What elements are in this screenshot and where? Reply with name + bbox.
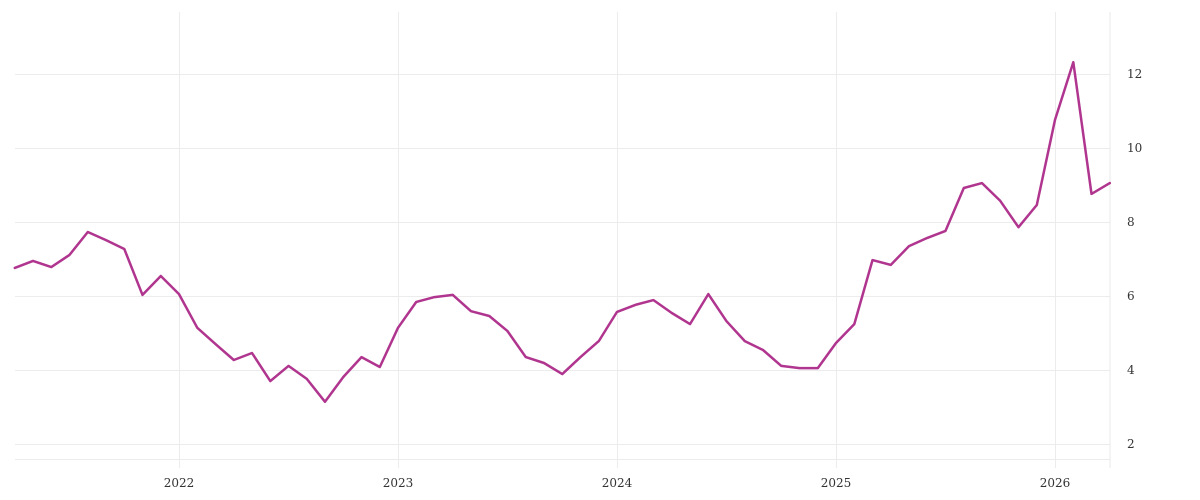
x-tick-label: 2025 <box>821 476 852 490</box>
x-tick-label: 2024 <box>602 476 633 490</box>
x-tick-label: 2022 <box>164 476 195 490</box>
x-axis-tick-labels: 2022 2023 2024 2025 2026 <box>164 476 1071 490</box>
grid-lines <box>15 12 1110 468</box>
y-tick-label: 12 <box>1127 67 1142 81</box>
y-tick-label: 2 <box>1127 437 1135 451</box>
y-axis-tick-labels: 2 4 6 8 10 12 <box>1127 67 1142 451</box>
y-tick-label: 4 <box>1127 363 1135 377</box>
data-line <box>13 60 1112 404</box>
x-tick-label: 2023 <box>383 476 414 490</box>
y-tick-label: 8 <box>1127 215 1135 229</box>
y-tick-label: 10 <box>1127 141 1142 155</box>
x-tick-label: 2026 <box>1040 476 1071 490</box>
y-tick-label: 6 <box>1127 289 1135 303</box>
